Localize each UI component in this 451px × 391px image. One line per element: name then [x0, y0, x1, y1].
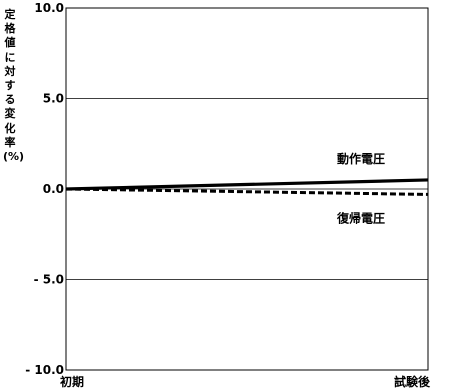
x-tick-label: 試験後 — [394, 374, 431, 389]
y-tick-label: - 5.0 — [34, 273, 64, 287]
series-line — [65, 187, 429, 196]
series-line — [65, 178, 429, 191]
series-label: 動作電圧 — [337, 151, 385, 166]
y-tick-label: - 10.0 — [25, 363, 64, 377]
y-tick-label: 10.0 — [34, 1, 64, 15]
y-tick-label: 5.0 — [43, 92, 64, 106]
y-tick-label: 0.0 — [43, 182, 64, 196]
x-tick-label: 初期 — [60, 374, 84, 389]
plot-frame — [65, 7, 429, 371]
series-label: 復帰電圧 — [336, 210, 385, 225]
